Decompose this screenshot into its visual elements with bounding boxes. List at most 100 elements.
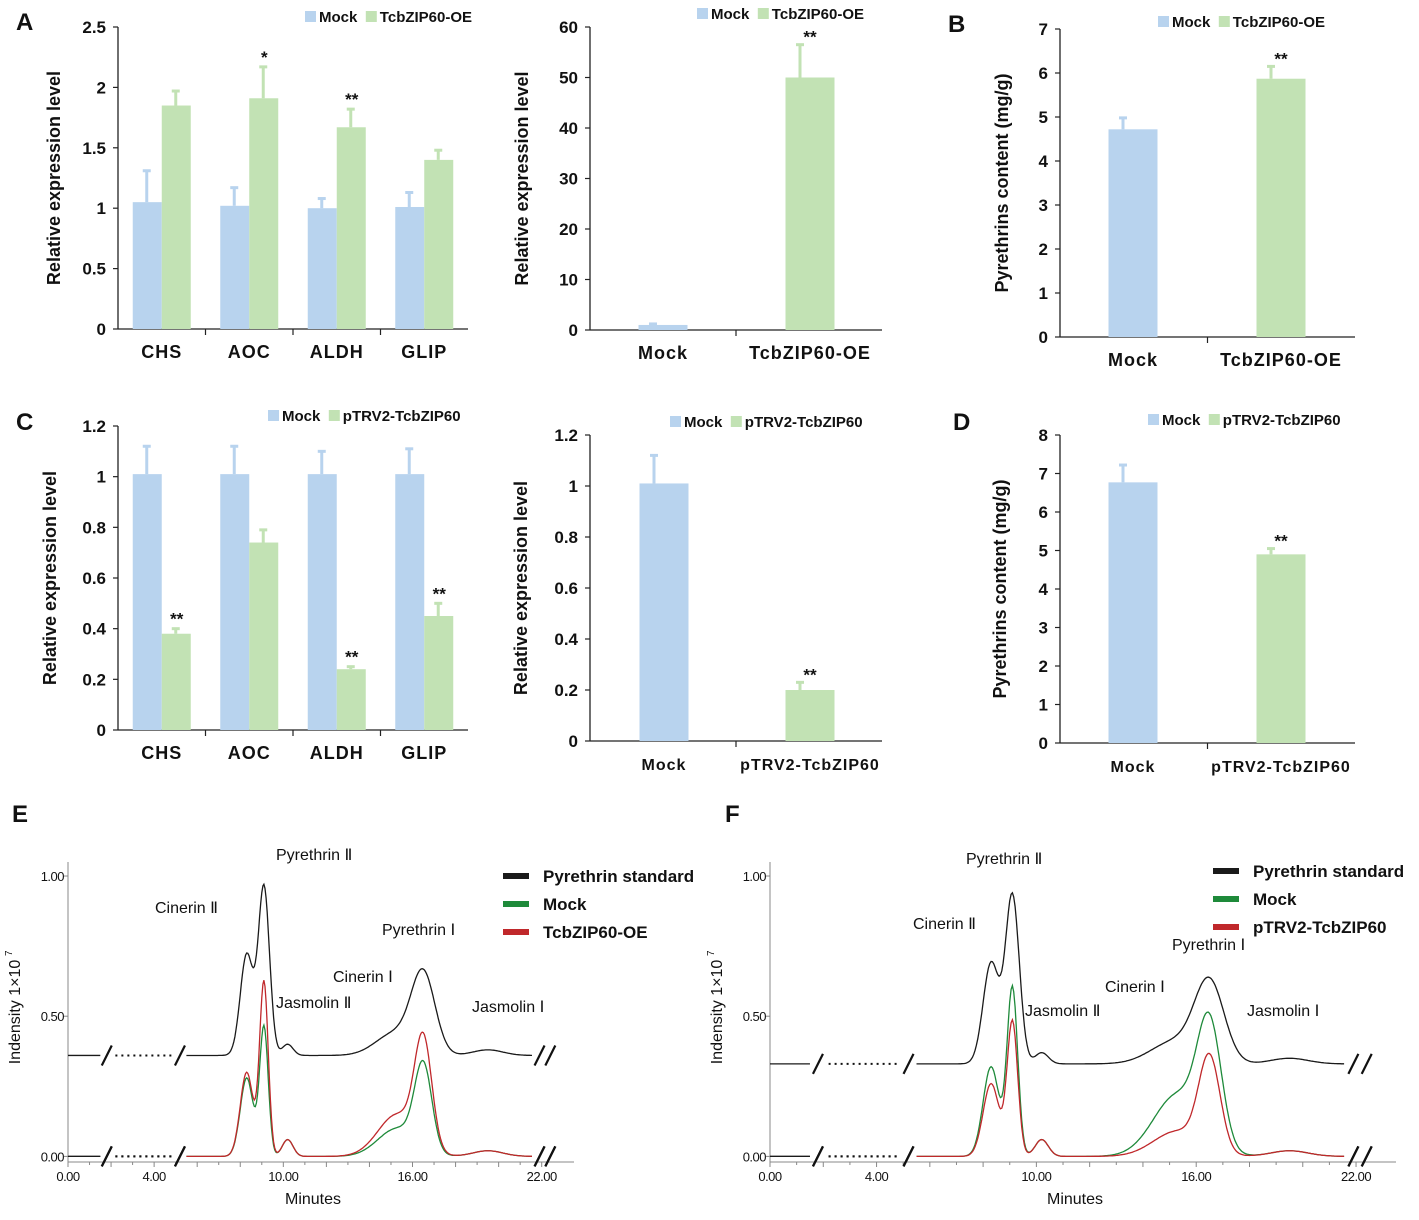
- legend-swatch: [730, 416, 742, 427]
- legend-label: TcbZIP60-OE: [543, 923, 648, 942]
- y-tick-label: 5: [1039, 108, 1048, 127]
- y-axis-label-exponent: 7: [706, 950, 717, 956]
- legend-swatch: [328, 410, 340, 421]
- y-tick-label: 7: [1039, 20, 1048, 39]
- x-tick-label: 0.00: [56, 1169, 80, 1184]
- axis-break-slash: [544, 1145, 557, 1167]
- y-tick-label: 0.6: [554, 579, 578, 598]
- y-tick-label: 2: [1039, 657, 1048, 676]
- bar-mock: [395, 206, 425, 329]
- axis-break-slash: [100, 1044, 113, 1066]
- legend-swatch: [1213, 896, 1239, 902]
- significance-mark: **: [345, 648, 359, 667]
- bar-mock: [395, 474, 425, 730]
- panel-label: A: [16, 9, 33, 36]
- bar-mock: [639, 483, 689, 741]
- y-tick-label: 1.2: [554, 426, 578, 445]
- significance-mark: **: [1274, 49, 1288, 68]
- y-axis-label: Indensity 1×10: [709, 960, 726, 1065]
- bar-mock: [307, 208, 337, 329]
- legend-label: Mock: [1253, 890, 1297, 909]
- x-tick-label: CHS: [141, 342, 182, 362]
- y-tick-label: 4: [1039, 580, 1049, 599]
- bar-tcbzip60-oe: [249, 98, 279, 329]
- bar-mock: [220, 474, 250, 730]
- legend-label: Mock: [711, 6, 750, 23]
- y-tick-label: 5: [1039, 542, 1048, 561]
- y-tick-label: 1.00: [41, 869, 65, 884]
- legend-label: pTRV2-TcbZIP60: [1223, 412, 1341, 429]
- y-tick-label: 6: [1039, 503, 1048, 522]
- y-tick-label: 0: [97, 320, 106, 339]
- axis-break-slash: [544, 1044, 557, 1066]
- y-tick-label: 40: [559, 119, 578, 138]
- legend-label: Pyrethrin standard: [1253, 862, 1404, 881]
- y-tick-label: 0.5: [82, 260, 106, 279]
- significance-mark: **: [803, 665, 817, 684]
- x-tick-label: AOC: [228, 743, 271, 763]
- legend-swatch: [365, 11, 377, 22]
- legend-swatch: [1208, 414, 1220, 425]
- legend-label: Mock: [282, 408, 321, 425]
- significance-mark: **: [803, 28, 817, 47]
- legend-swatch: [1158, 16, 1169, 27]
- peak-annotation: Jasmolin Ⅰ: [472, 999, 544, 1016]
- legend-label: Mock: [1172, 14, 1211, 31]
- y-axis-label: Relative expression level: [512, 71, 532, 285]
- y-tick-label: 2: [1039, 240, 1048, 259]
- peak-annotation: Cinerin Ⅰ: [333, 969, 393, 986]
- axis-break-slash: [173, 1145, 186, 1167]
- axis-break-slash: [902, 1053, 915, 1075]
- legend-label: pTRV2-TcbZIP60: [1253, 918, 1387, 937]
- y-tick-label: 2.5: [82, 18, 106, 37]
- x-tick-label: 22.00: [1341, 1169, 1371, 1184]
- significance-mark: **: [1274, 532, 1288, 551]
- y-axis-label: Relative expression level: [511, 481, 531, 695]
- x-tick-label: ALDH: [310, 342, 364, 362]
- legend-label: Mock: [1162, 412, 1201, 429]
- peak-annotation: Pyrethrin Ⅱ: [276, 847, 352, 864]
- bar-tcbzip60-oe: [424, 159, 454, 329]
- legend-swatch: [757, 8, 769, 19]
- x-tick-label: GLIP: [401, 342, 447, 362]
- x-tick-label: 16.00: [1181, 1169, 1211, 1184]
- panel-label: D: [953, 409, 970, 436]
- y-tick-label: 0: [97, 721, 106, 740]
- x-tick-label: Mock: [1111, 759, 1156, 776]
- axis-break-slash: [902, 1145, 915, 1167]
- axis-break-slash: [533, 1145, 546, 1167]
- bar-mock: [307, 474, 337, 730]
- bar-ptrv2-tcbzip60: [161, 633, 191, 730]
- bar-mock: [132, 202, 162, 329]
- legend-swatch: [697, 8, 708, 19]
- y-tick-label: 0.00: [743, 1149, 767, 1164]
- y-tick-label: 6: [1039, 64, 1048, 83]
- bar-mock: [220, 205, 250, 329]
- y-axis-label: Pyrethrins content (mg/g): [990, 479, 1010, 698]
- axis-break-slash: [1360, 1145, 1373, 1167]
- peak-annotation: Pyrethrin Ⅰ: [1172, 937, 1245, 954]
- legend-label: Mock: [684, 414, 723, 431]
- x-tick-label: 10.00: [1021, 1169, 1051, 1184]
- bar-ptrv2-tcbzip60: [1256, 554, 1306, 743]
- trace-pyrethrin-standard: [186, 882, 532, 1057]
- y-tick-label: 1: [569, 477, 578, 496]
- axis-break-slash: [1347, 1145, 1360, 1167]
- bar-mock: [1108, 482, 1158, 743]
- bar-tcbzip60-oe: [785, 77, 835, 330]
- legend-swatch: [305, 11, 316, 22]
- bar-mock: [1108, 129, 1158, 337]
- legend-label: pTRV2-TcbZIP60: [343, 408, 461, 425]
- x-tick-label: TcbZIP60-OE: [749, 343, 871, 363]
- y-tick-label: 8: [1039, 426, 1048, 445]
- legend-swatch: [1218, 16, 1230, 27]
- x-tick-label: 4.00: [865, 1169, 889, 1184]
- y-tick-label: 20: [559, 220, 578, 239]
- y-tick-label: 0.8: [554, 528, 578, 547]
- legend-swatch: [268, 410, 279, 421]
- bar-tcbzip60-oe: [336, 127, 366, 329]
- peak-annotation: Cinerin Ⅱ: [913, 916, 976, 933]
- y-tick-label: 1: [97, 199, 106, 218]
- bar-ptrv2-tcbzip60: [249, 542, 279, 730]
